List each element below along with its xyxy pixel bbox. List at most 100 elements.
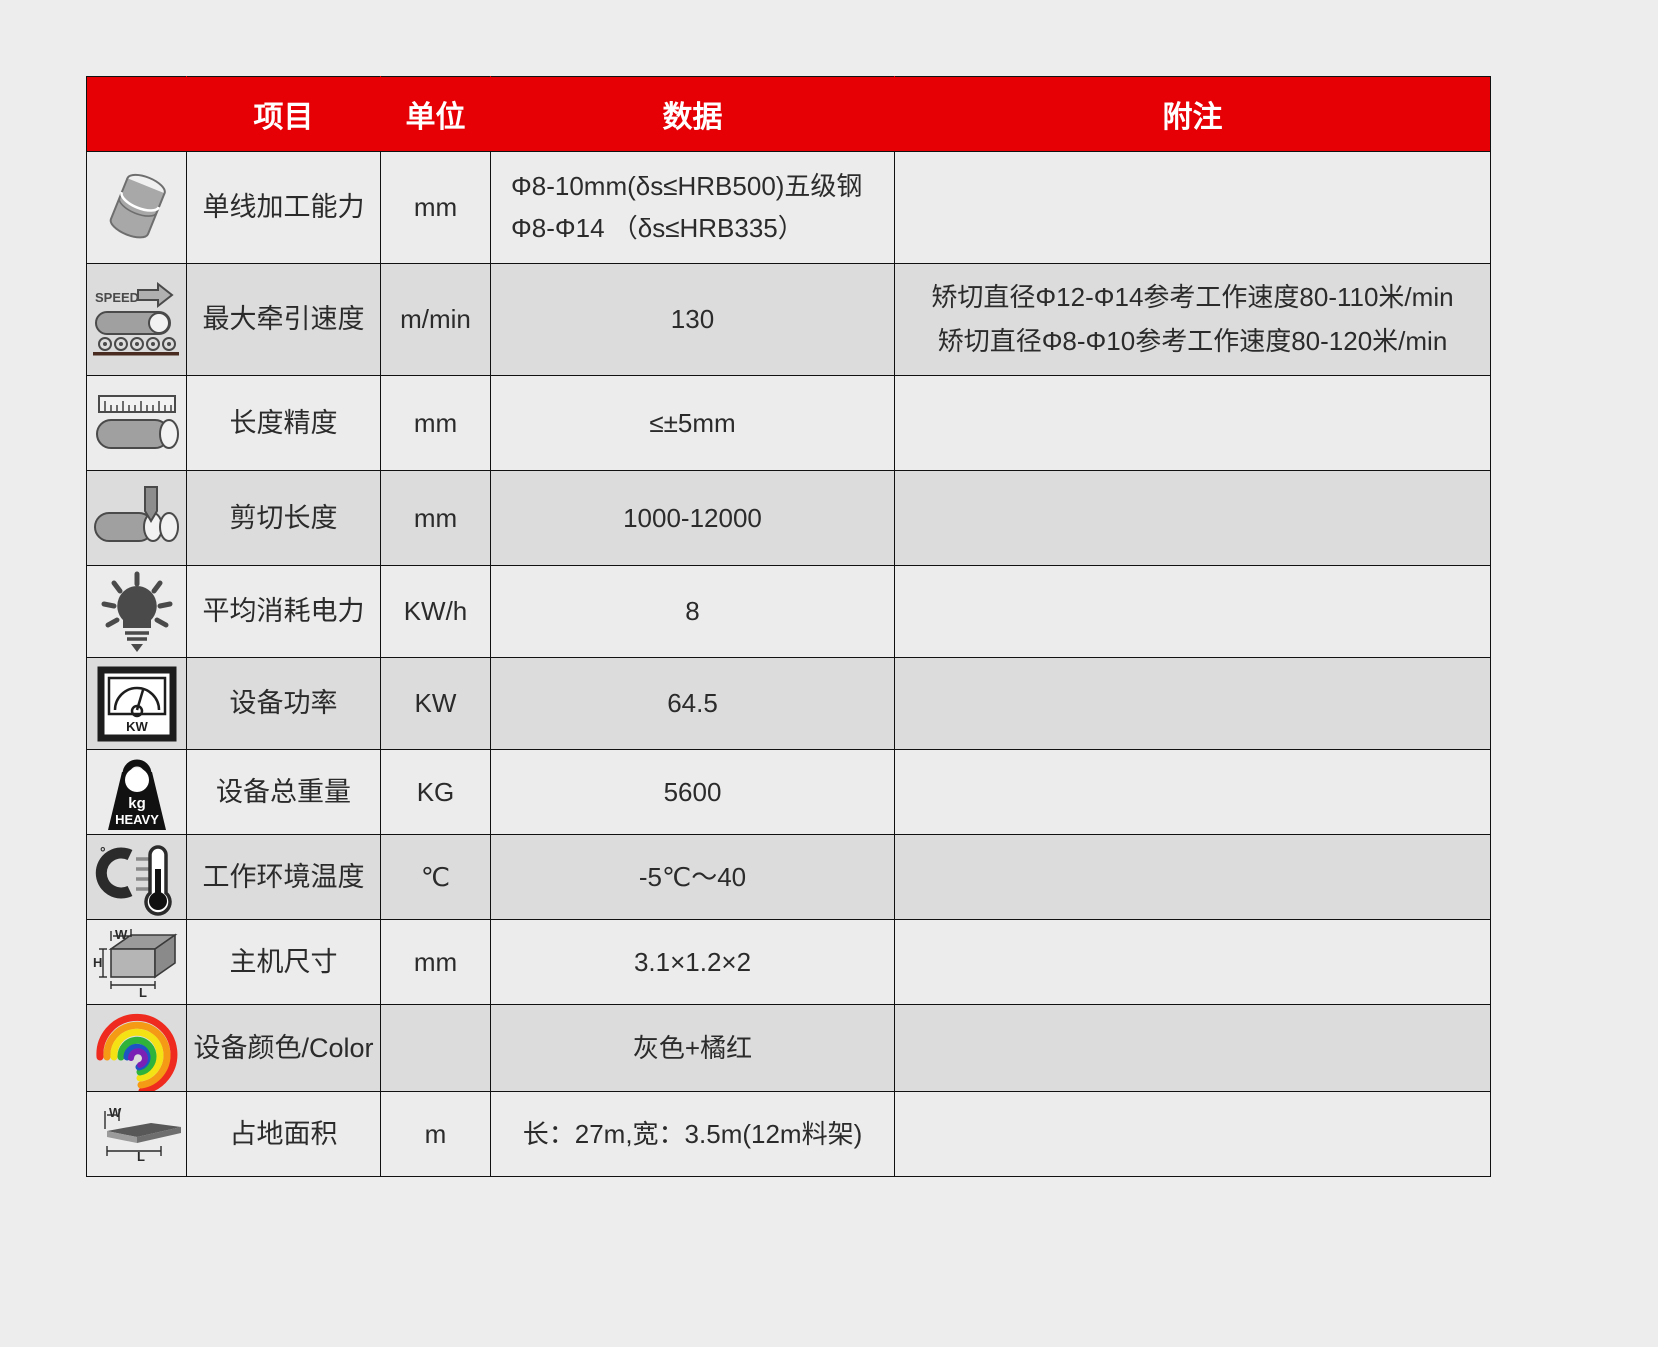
row-icon-cell <box>86 565 187 658</box>
row-item-name: 主机尺寸 <box>186 919 381 1005</box>
column-header-remark: 附注 <box>894 76 1491 152</box>
svg-text:H: H <box>93 955 102 970</box>
table-row: ° 工作环境温度 ℃ -5℃～40 <box>86 834 1491 920</box>
item-label: 占地面积 <box>229 1118 338 1149</box>
row-remark <box>894 375 1491 471</box>
table-row: 设备颜色/Color 灰色+橘红 <box>86 1004 1491 1092</box>
data-multiline: Φ8-10mm(δs≤HRB500)五级钢 Φ8-Φ14 （δs≤HRB335） <box>491 168 894 247</box>
row-icon-cell: KW <box>86 657 187 750</box>
table-row: SPEED 最大牵引速度 m/min 130 矫切直径Φ12-Φ14参考工作速度80-… <box>86 263 1491 376</box>
row-data-value: 长：27m,宽：3.5m(12m料架) <box>490 1091 895 1177</box>
ruler-measure-icon <box>87 392 187 454</box>
row-unit <box>380 1004 491 1092</box>
svg-text:L: L <box>137 1149 145 1164</box>
data-line: Φ8-Φ14 （δs≤HRB335） <box>511 213 804 243</box>
item-label: 主机尺寸 <box>229 946 338 977</box>
row-data-value: 8 <box>490 565 895 658</box>
steel-bar-icon <box>87 165 187 251</box>
row-item-name: 平均消耗电力 <box>186 565 381 658</box>
floor-area-icon: W L <box>87 1103 187 1165</box>
thermometer-icon: ° <box>87 835 187 919</box>
row-remark <box>894 657 1491 750</box>
row-unit: m <box>380 1091 491 1177</box>
table-row: kg HEAVY 设备总重量 KG 5600 <box>86 749 1491 835</box>
cutting-blade-icon <box>87 483 187 553</box>
box-dimensions-icon: W H L <box>87 923 187 1001</box>
svg-text:L: L <box>139 985 147 1000</box>
spec-table-container: 项目 单位 数据 附注 单线加工能力 mm Φ8-10mm(δs≤HRB500)五级… <box>86 76 1491 1177</box>
row-item-name: 单线加工能力 <box>186 151 381 264</box>
row-remark <box>894 470 1491 566</box>
row-data-value: 64.5 <box>490 657 895 750</box>
remark-line: 矫切直径Φ8-Φ10参考工作速度80-120米/min <box>937 326 1448 356</box>
row-item-name: 最大牵引速度 <box>186 263 381 376</box>
row-data-value: ≤±5mm <box>490 375 895 471</box>
row-unit: KW <box>380 657 491 750</box>
row-unit: KW/h <box>380 565 491 658</box>
row-unit: mm <box>380 375 491 471</box>
table-header: 项目 单位 数据 附注 <box>86 76 1491 152</box>
remark-multiline: 矫切直径Φ12-Φ14参考工作速度80-110米/min 矫切直径Φ8-Φ10参考… <box>895 279 1490 360</box>
row-icon-cell: SPEED <box>86 263 187 376</box>
row-unit: mm <box>380 919 491 1005</box>
row-data-value: 3.1×1.2×2 <box>490 919 895 1005</box>
row-icon-cell: ° <box>86 834 187 920</box>
heavy-weight-icon: kg HEAVY <box>87 750 187 834</box>
row-item-name: 占地面积 <box>186 1091 381 1177</box>
table-row: W L 占地面积 m 长：27m,宽：3.5m(12m料架) <box>86 1091 1491 1177</box>
row-remark <box>894 749 1491 835</box>
row-icon-cell: kg HEAVY <box>86 749 187 835</box>
table-row: 平均消耗电力 KW/h 8 <box>86 565 1491 658</box>
row-data-value: 灰色+橘红 <box>490 1004 895 1092</box>
row-unit: mm <box>380 151 491 264</box>
row-data-value: 5600 <box>490 749 895 835</box>
item-label: 最大牵引速度 <box>202 304 365 335</box>
table-row: 剪切长度 mm 1000-12000 <box>86 470 1491 566</box>
svg-text:HEAVY: HEAVY <box>115 812 159 827</box>
row-remark <box>894 834 1491 920</box>
row-icon-cell: W L <box>86 1091 187 1177</box>
item-label: 设备颜色/Color <box>193 1032 374 1063</box>
row-remark <box>894 151 1491 264</box>
item-label: 剪切长度 <box>229 502 338 533</box>
row-item-name: 设备功率 <box>186 657 381 750</box>
row-icon-cell <box>86 470 187 566</box>
row-remark <box>894 919 1491 1005</box>
svg-text:SPEED: SPEED <box>95 290 139 305</box>
row-icon-cell <box>86 375 187 471</box>
item-label: 设备功率 <box>229 688 338 719</box>
row-remark <box>894 1091 1491 1177</box>
svg-text:W: W <box>115 927 128 942</box>
table-row: KW 设备功率 KW 64.5 <box>86 657 1491 750</box>
row-unit: ℃ <box>380 834 491 920</box>
data-line: Φ8-10mm(δs≤HRB500)五级钢 <box>511 171 863 202</box>
row-remark <box>894 565 1491 658</box>
column-header-unit: 单位 <box>380 76 491 152</box>
light-bulb-icon <box>87 570 187 654</box>
column-header-icon <box>86 76 187 152</box>
svg-text:kg: kg <box>128 795 146 812</box>
item-label: 工作环境温度 <box>202 861 365 892</box>
row-item-name: 设备颜色/Color <box>186 1004 381 1092</box>
row-remark <box>894 1004 1491 1092</box>
rainbow-color-icon <box>87 1005 187 1091</box>
item-label: 单线加工能力 <box>202 192 365 223</box>
row-item-name: 长度精度 <box>186 375 381 471</box>
row-icon-cell: W H L <box>86 919 187 1005</box>
table-row: 长度精度 mm ≤±5mm <box>86 375 1491 471</box>
row-data-value: Φ8-10mm(δs≤HRB500)五级钢 Φ8-Φ14 （δs≤HRB335） <box>490 151 895 264</box>
table-row: 单线加工能力 mm Φ8-10mm(δs≤HRB500)五级钢 Φ8-Φ14 （δs≤… <box>86 151 1491 264</box>
table-body: 单线加工能力 mm Φ8-10mm(δs≤HRB500)五级钢 Φ8-Φ14 （δs≤… <box>86 151 1491 1177</box>
item-label: 长度精度 <box>229 407 338 438</box>
row-icon-cell <box>86 1004 187 1092</box>
power-meter-icon: KW <box>87 664 187 744</box>
remark-line: 矫切直径Φ12-Φ14参考工作速度80-110米/min <box>931 282 1454 313</box>
speed-conveyor-icon: SPEED <box>87 281 187 358</box>
column-header-data: 数据 <box>490 76 895 152</box>
row-item-name: 工作环境温度 <box>186 834 381 920</box>
row-unit: m/min <box>380 263 491 376</box>
row-remark: 矫切直径Φ12-Φ14参考工作速度80-110米/min 矫切直径Φ8-Φ10参考… <box>894 263 1491 376</box>
row-item-name: 设备总重量 <box>186 749 381 835</box>
specification-table: 项目 单位 数据 附注 单线加工能力 mm Φ8-10mm(δs≤HRB500)五级… <box>86 76 1491 1177</box>
svg-text:°: ° <box>100 844 106 860</box>
